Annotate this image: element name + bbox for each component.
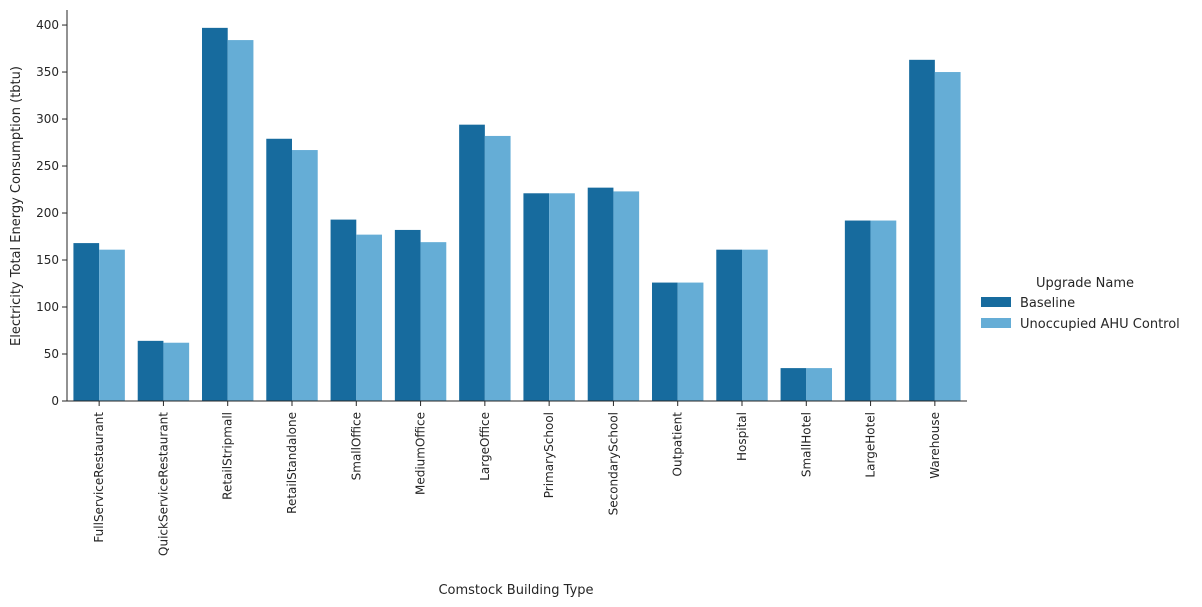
bar-baseline-RetailStripmall bbox=[202, 27, 228, 401]
bar-baseline-LargeHotel bbox=[844, 220, 871, 401]
x-tick-label: FullServiceRestaurant bbox=[92, 412, 106, 543]
y-tick-label: 150 bbox=[36, 253, 59, 267]
x-tick-label: PrimarySchool bbox=[542, 412, 556, 498]
y-tick-label: 400 bbox=[36, 18, 59, 32]
x-tick-label: Hospital bbox=[735, 412, 749, 461]
bar-upgrade-Warehouse bbox=[934, 72, 961, 401]
x-tick-label: RetailStandalone bbox=[285, 412, 299, 514]
bar-upgrade-LargeHotel bbox=[870, 220, 897, 401]
y-tick-label: 50 bbox=[44, 347, 59, 361]
bar-upgrade-RetailStripmall bbox=[227, 40, 254, 401]
legend-swatch-baseline bbox=[981, 297, 1011, 307]
legend-title: Upgrade Name bbox=[1036, 276, 1134, 291]
x-tick-label: SmallHotel bbox=[799, 412, 813, 477]
bar-upgrade-PrimarySchool bbox=[549, 193, 575, 401]
bar-baseline-MediumOffice bbox=[394, 229, 421, 401]
bar-baseline-SmallHotel bbox=[780, 368, 807, 401]
y-tick-label: 200 bbox=[36, 206, 59, 220]
bar-baseline-LargeOffice bbox=[459, 124, 485, 401]
bar-upgrade-LargeOffice bbox=[484, 135, 511, 401]
x-axis-label: Comstock Building Type bbox=[438, 583, 593, 598]
bar-upgrade-FullServiceRestaurant bbox=[99, 249, 125, 401]
legend-label-upgrade: Unoccupied AHU Control bbox=[1020, 317, 1180, 332]
legend: Upgrade Name Baseline Unoccupied AHU Cont… bbox=[981, 276, 1180, 332]
bar-upgrade-RetailStandalone bbox=[292, 150, 318, 401]
legend-label-baseline: Baseline bbox=[1020, 296, 1075, 311]
bar-upgrade-Hospital bbox=[742, 249, 768, 401]
bars-group bbox=[73, 27, 961, 401]
bar-baseline-SecondarySchool bbox=[587, 187, 614, 401]
bar-baseline-Hospital bbox=[716, 249, 742, 401]
bar-baseline-FullServiceRestaurant bbox=[73, 243, 100, 401]
x-tick-label: SecondarySchool bbox=[606, 412, 620, 515]
y-tick-label: 250 bbox=[36, 159, 59, 173]
x-axis: FullServiceRestaurant QuickServiceRestaur… bbox=[67, 400, 967, 556]
bar-baseline-Outpatient bbox=[652, 282, 678, 401]
x-tick-label: Outpatient bbox=[671, 412, 685, 477]
bar-baseline-RetailStandalone bbox=[266, 138, 292, 401]
bar-baseline-PrimarySchool bbox=[523, 193, 550, 401]
bar-upgrade-Outpatient bbox=[677, 282, 704, 401]
bar-upgrade-SecondarySchool bbox=[613, 191, 640, 401]
x-tick-label: SmallOffice bbox=[349, 412, 363, 480]
y-tick-label: 350 bbox=[36, 65, 59, 79]
x-tick-label: QuickServiceRestaurant bbox=[156, 412, 170, 556]
x-tick-label: LargeOffice bbox=[478, 412, 492, 481]
x-tick-label: MediumOffice bbox=[414, 412, 428, 495]
bar-baseline-SmallOffice bbox=[330, 219, 357, 401]
y-axis-label: Electricity Total Energy Consumption (tb… bbox=[9, 66, 24, 346]
bar-upgrade-QuickServiceRestaurant bbox=[163, 342, 190, 401]
x-tick-label: LargeHotel bbox=[864, 412, 878, 478]
bar-upgrade-MediumOffice bbox=[420, 242, 447, 401]
x-tick-label: RetailStripmall bbox=[221, 412, 235, 500]
bar-upgrade-SmallHotel bbox=[806, 368, 832, 401]
bar-upgrade-SmallOffice bbox=[356, 234, 382, 401]
legend-swatch-upgrade bbox=[981, 318, 1011, 328]
y-tick-label: 0 bbox=[51, 394, 59, 408]
x-tick-label: Warehouse bbox=[928, 412, 942, 479]
bar-baseline-QuickServiceRestaurant bbox=[137, 340, 164, 401]
y-axis: 0 50 100 150 200 250 300 350 400 bbox=[36, 10, 68, 408]
y-tick-label: 100 bbox=[36, 300, 59, 314]
y-tick-label: 300 bbox=[36, 112, 59, 126]
bar-baseline-Warehouse bbox=[909, 59, 935, 401]
